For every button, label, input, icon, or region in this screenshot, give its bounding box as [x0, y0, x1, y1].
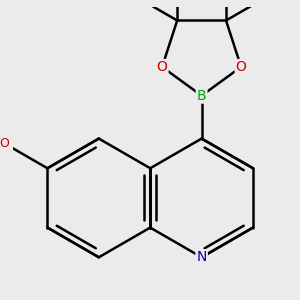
Text: O: O	[157, 60, 167, 74]
Text: B: B	[197, 88, 206, 103]
Text: N: N	[196, 250, 207, 264]
Text: O: O	[236, 60, 247, 74]
Text: O: O	[0, 136, 9, 149]
